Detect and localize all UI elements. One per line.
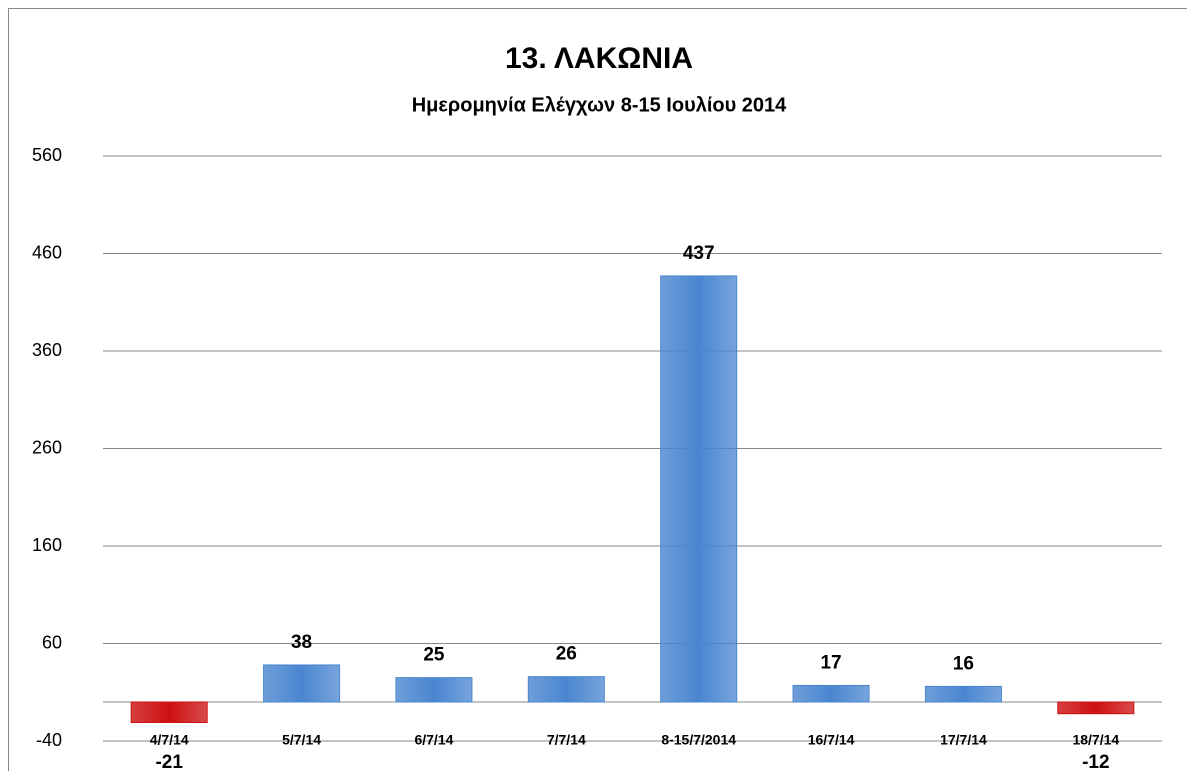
- chart-title: 13. ΛΑΚΩΝΙΑ: [505, 42, 693, 75]
- x-tick-label: 5/7/14: [282, 732, 321, 748]
- y-tick-label: 60: [42, 632, 62, 652]
- data-label: 25: [423, 645, 445, 666]
- y-tick-label: 260: [32, 437, 62, 457]
- chart-frame: [8, 8, 1187, 771]
- bar: [527, 676, 605, 703]
- y-tick-label: -40: [36, 730, 62, 750]
- data-label: 26: [556, 644, 577, 665]
- x-tick-label: 4/7/14: [150, 732, 189, 748]
- bar: [1057, 701, 1135, 715]
- bar: [395, 677, 473, 703]
- data-label: 38: [291, 632, 312, 653]
- x-tick-label: 6/7/14: [414, 732, 453, 748]
- x-tick-label: 17/7/14: [940, 732, 987, 748]
- data-label: -21: [155, 752, 183, 771]
- bar: [660, 275, 738, 703]
- bar: [263, 664, 341, 703]
- x-tick-label: 8-15/7/2014: [661, 732, 736, 748]
- y-tick-label: 360: [32, 340, 62, 360]
- x-tick-label: 7/7/14: [547, 732, 586, 748]
- y-tick-label: 460: [32, 242, 62, 262]
- data-label: 437: [683, 243, 715, 264]
- x-tick-label: 16/7/14: [808, 732, 855, 748]
- data-label: -12: [1082, 752, 1109, 771]
- x-tick-label: 18/7/14: [1072, 732, 1119, 748]
- bar: [924, 685, 1002, 703]
- y-tick-label: 160: [32, 535, 62, 555]
- data-label: 17: [820, 652, 841, 673]
- bar: [792, 684, 870, 703]
- chart-subtitle: Ημερομηνία Ελέγχων 8-15 Ιουλίου 2014: [412, 94, 787, 116]
- y-tick-label: 560: [32, 145, 62, 165]
- bar: [130, 701, 208, 723]
- data-label: 16: [953, 653, 974, 674]
